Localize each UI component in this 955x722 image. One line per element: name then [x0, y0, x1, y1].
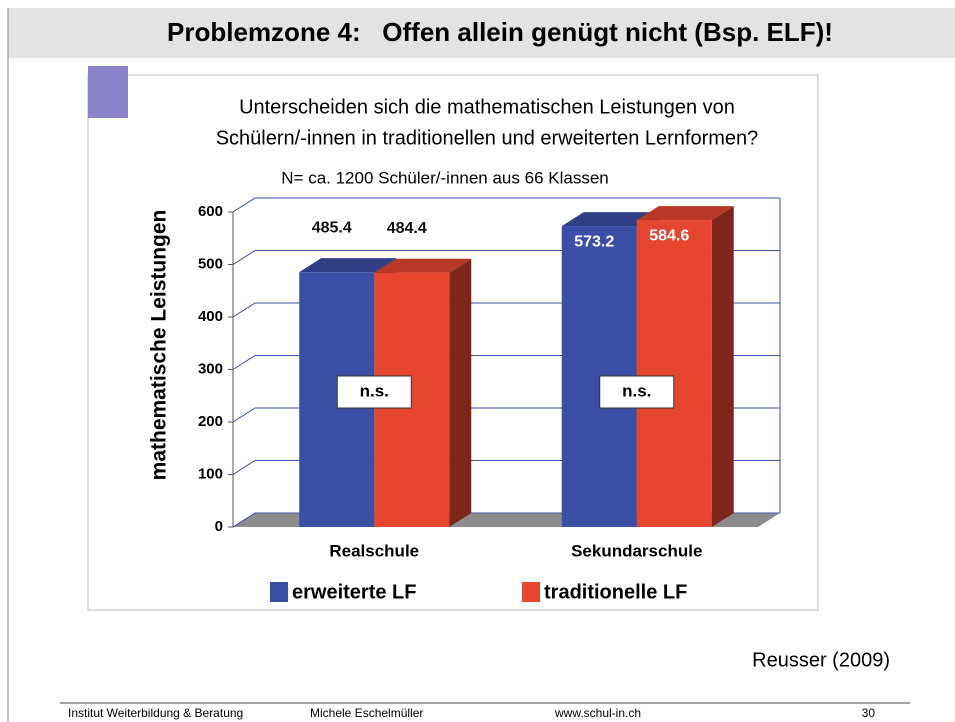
y-tick-label: 600 — [198, 203, 223, 220]
annotation-box — [336, 375, 412, 409]
y-tick-label: 400 — [198, 308, 223, 325]
footer-url: www.schul-in.ch — [554, 706, 641, 720]
y-tick-label: 300 — [198, 360, 223, 377]
x-tick-label: Sekundarschule — [571, 541, 702, 560]
bar — [636, 220, 712, 527]
annotation: n.s. — [360, 381, 389, 400]
x-tick-label: Realschule — [329, 541, 419, 560]
value-label: 573.2 — [574, 233, 614, 250]
bar-top — [561, 212, 659, 227]
legend-label: erweiterte LF — [292, 581, 416, 603]
value-label: 484.4 — [387, 220, 427, 237]
bar-side — [711, 206, 734, 527]
footer-institute: Institut Weiterbildung & Beratung — [68, 706, 243, 720]
y-axis-label: mathematische Leistungen — [148, 210, 171, 481]
value-label: 584.6 — [649, 227, 689, 244]
decoration — [88, 66, 128, 118]
footer-author: Michele Eschelmüller — [310, 706, 423, 720]
y-tick-label: 100 — [198, 465, 223, 482]
annotation-box — [599, 375, 675, 409]
legend-label: traditionelle LF — [544, 581, 687, 603]
grid-line — [232, 197, 780, 213]
y-tick-label: 200 — [198, 413, 223, 430]
value-label: 485.4 — [312, 219, 352, 236]
chart-title: Schülern/-innen in traditionellen und er… — [216, 127, 759, 149]
bar-top — [636, 206, 734, 221]
bar-side — [449, 258, 472, 527]
source: Reusser (2009) — [752, 649, 890, 671]
bar-top — [374, 258, 472, 273]
y-tick-label: 0 — [215, 518, 223, 535]
bar-top — [299, 258, 397, 273]
chart-title: Unterscheiden sich die mathematischen Le… — [239, 96, 735, 118]
slide-title: Problemzone 4: Offen allein genügt nicht… — [167, 17, 833, 47]
annotation: n.s. — [622, 381, 651, 400]
y-tick-label: 500 — [198, 255, 223, 272]
footer-page: 30 — [862, 706, 876, 720]
legend-swatch — [522, 582, 540, 602]
chart-subtitle: N= ca. 1200 Schüler/-innen aus 66 Klasse… — [281, 168, 608, 187]
legend-swatch — [270, 582, 288, 602]
title-band — [8, 8, 955, 58]
